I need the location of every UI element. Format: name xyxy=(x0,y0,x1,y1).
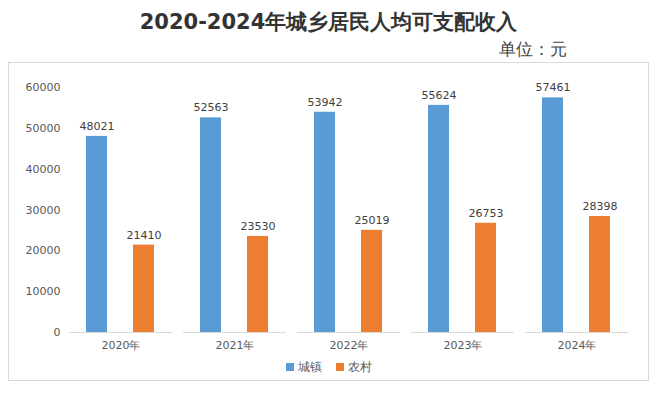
html-text:单位：元: 单位：元 xyxy=(499,39,567,59)
svg-text:60000: 60000 xyxy=(26,81,61,94)
svg-text:0: 0 xyxy=(54,326,61,339)
html-text:城镇: 城镇 xyxy=(297,359,322,374)
svg-text:2024年: 2024年 xyxy=(558,339,597,352)
svg-text:2020年: 2020年 xyxy=(102,339,141,352)
svg-text:28398: 28398 xyxy=(583,200,618,213)
svg-text:26753: 26753 xyxy=(469,207,504,220)
svg-text:57461: 57461 xyxy=(536,81,571,94)
svg-text:21410: 21410 xyxy=(127,229,162,242)
svg-text:40000: 40000 xyxy=(26,163,61,176)
svg-text:30000: 30000 xyxy=(26,204,61,217)
svg-text:2021年: 2021年 xyxy=(216,339,255,352)
svg-text:55624: 55624 xyxy=(422,89,457,102)
svg-text:52563: 52563 xyxy=(194,101,229,114)
svg-text:20000: 20000 xyxy=(26,244,61,257)
svg-text:2023年: 2023年 xyxy=(444,339,483,352)
svg-text:23530: 23530 xyxy=(241,220,276,233)
svg-text:50000: 50000 xyxy=(26,122,61,135)
svg-text:10000: 10000 xyxy=(26,285,61,298)
svg-text:53942: 53942 xyxy=(308,96,343,109)
svg-text:2022年: 2022年 xyxy=(330,339,369,352)
html-text:2020-2024年城乡居民人均可支配收入: 2020-2024年城乡居民人均可支配收入 xyxy=(139,10,518,34)
svg-text:25019: 25019 xyxy=(355,214,390,227)
html-text:农村: 农村 xyxy=(347,359,372,374)
svg-text:48021: 48021 xyxy=(80,120,115,133)
